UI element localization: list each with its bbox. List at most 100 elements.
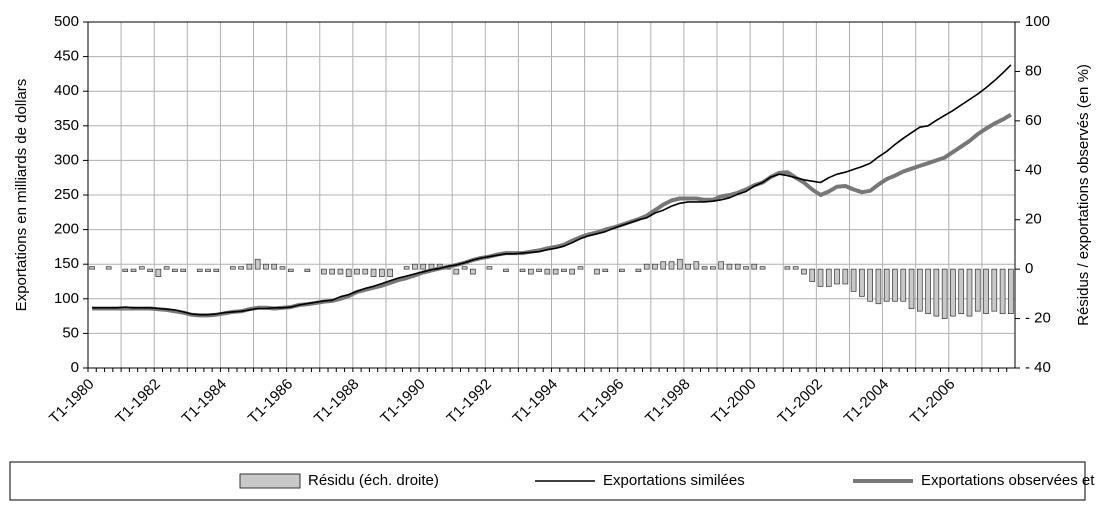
y-tick-label: 300 [54,151,79,168]
bar [991,268,998,312]
bar [287,268,294,272]
bar [378,268,385,277]
y-tick-label: 0 [71,359,79,376]
y-tick-label: 100 [54,290,79,307]
bar [263,263,269,270]
bar [660,261,667,270]
bar [635,268,642,272]
legend-label: Résidu (éch. droite) [308,472,439,489]
bar [271,263,278,270]
line [92,64,1012,316]
y2-tick-label: 0 [1025,260,1033,277]
bar [403,266,410,270]
bar [809,268,816,282]
bar [544,268,551,275]
y-tick-label: 250 [54,186,79,203]
bar [519,268,526,272]
bar [759,266,766,270]
bar [329,268,335,275]
y2-axis-title: Résidus / exportations observés (en %) [1075,64,1092,326]
bar [147,268,153,272]
bar [89,266,95,270]
bar [527,268,534,275]
bar [569,268,576,275]
bar [817,268,824,287]
bar [983,268,989,314]
bar [974,268,981,312]
bar [304,268,311,272]
plot-frame [87,21,1016,369]
bar [916,268,923,312]
bar [180,268,187,272]
bar [676,258,683,270]
bar [999,268,1006,314]
bar [950,268,956,317]
bar [321,268,327,275]
bar [453,268,460,275]
bar [726,263,733,270]
bar [536,268,542,272]
bar [801,268,807,275]
bar [652,263,658,270]
bar [751,263,758,270]
bar [354,268,360,275]
bar [246,263,253,270]
bar [155,268,162,277]
bar [594,268,600,275]
bar [172,268,178,272]
y2-tick-label: - 40 [1025,359,1051,376]
bar [966,268,973,317]
bar [859,268,865,297]
bar [602,268,609,272]
legend-swatch [239,473,301,489]
legend-box [9,461,1086,501]
y2-tick-label: 40 [1025,161,1042,178]
y-tick-label: 150 [54,255,79,272]
bar [834,268,840,285]
bar [205,268,211,272]
y2-tick-label: 100 [1025,13,1050,30]
bar [892,268,898,302]
bar [577,266,584,270]
legend-label: Exportations similées [603,472,745,489]
bar [668,261,675,270]
bar [461,266,468,270]
bar [138,266,145,270]
bar [710,266,716,270]
bar [925,268,931,314]
y2-tick-label: 80 [1025,62,1042,79]
bar [130,268,137,272]
bar [825,268,832,287]
bar [883,268,890,302]
y-axis-title: Exportations en milliards de dollars [13,79,30,312]
bar [900,268,907,302]
bar [412,263,418,270]
bar [122,268,129,272]
bar [362,268,369,275]
y-tick-label: 450 [54,48,79,65]
y-tick-label: 200 [54,221,79,238]
bar [503,268,509,272]
y-tick-label: 50 [62,324,79,341]
bar [552,268,559,275]
y-tick-label: 500 [54,13,79,30]
bar [337,268,344,275]
bar [643,263,650,270]
bar [693,261,700,270]
bar [470,268,476,275]
bar [561,268,567,272]
bar [850,268,857,292]
bar [1008,268,1014,314]
legend-label: Exportations observées et prévues [921,472,1096,489]
bar [105,266,112,270]
y-tick-label: 400 [54,82,79,99]
bar [784,266,791,270]
bar [867,268,873,302]
y2-tick-label: 60 [1025,112,1042,129]
bar [908,268,915,310]
bar [718,261,725,270]
bar [163,266,170,270]
bar [941,268,948,319]
